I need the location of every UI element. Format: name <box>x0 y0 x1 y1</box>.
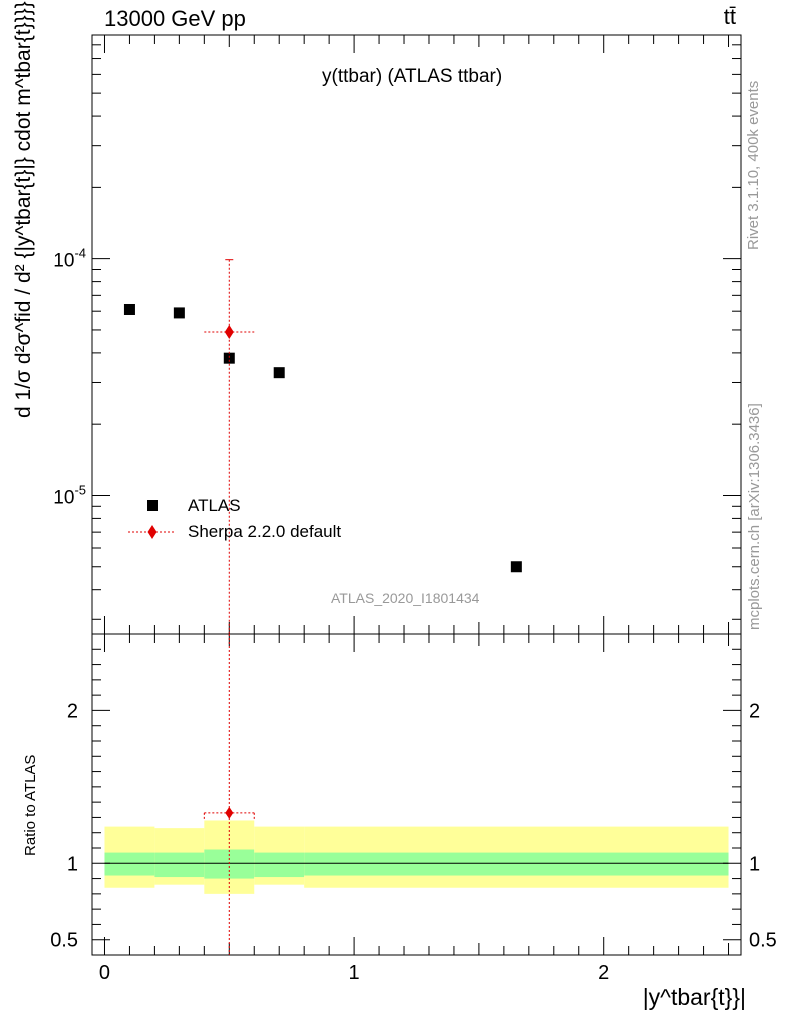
legend-marker-atlas <box>147 500 158 511</box>
uncertainty-band-inner <box>154 852 205 878</box>
ratio-y-tick-label-left: 2 <box>67 700 78 722</box>
y-axis-label: d 1/σ d²σ^fid / d² {|y^tbar{t}|} cdot m^… <box>12 0 35 418</box>
mcplots-label: mcplots.cern.ch [arXiv:1306.3436] <box>746 403 763 630</box>
ratio-y-tick-label-right: 1 <box>749 853 760 875</box>
y-tick-label: 10-5 <box>53 482 86 508</box>
y-tick-label: 10-4 <box>53 246 86 272</box>
analysis-label: ATLAS_2020_I1801434 <box>331 590 480 606</box>
atlas-data-point <box>510 561 522 573</box>
ratio-y-tick-label-left: 1 <box>67 853 78 875</box>
main-panel: 10-5 10-4 <box>53 34 742 635</box>
ratio-y-tick-label-right: 0.5 <box>749 930 777 952</box>
process-label: tt̄ <box>723 4 736 29</box>
rivet-version-label: Rivet 3.1.10, 400k events <box>745 80 762 250</box>
sherpa-data-point <box>224 325 234 340</box>
sherpa-ratio-point <box>225 806 234 819</box>
x-tick-label: 2 <box>598 962 609 984</box>
atlas-data-point <box>123 303 135 315</box>
atlas-data-point <box>173 307 185 319</box>
uncertainty-band-inner <box>304 852 729 876</box>
x-tick-label: 1 <box>349 962 360 984</box>
x-tick-label: 0 <box>99 962 110 984</box>
uncertainty-band-inner <box>254 852 305 878</box>
ratio-y-axis-label: Ratio to ATLAS <box>22 754 39 856</box>
ratio-y-tick-label-left: 0.5 <box>50 930 78 952</box>
legend-marker-sherpa <box>147 525 157 539</box>
x-axis-label: |y^tbar{t}}| <box>642 984 746 1010</box>
ratio-y-tick-label-right: 2 <box>749 700 760 722</box>
atlas-data-point <box>273 367 285 379</box>
energy-label: 13000 GeV pp <box>104 6 246 31</box>
legend-entry-atlas: ATLAS <box>188 496 241 515</box>
uncertainty-band-inner <box>104 852 155 876</box>
legend-entry-sherpa: Sherpa 2.2.0 default <box>188 522 342 541</box>
atlas-data-point <box>223 352 235 364</box>
ratio-frame <box>91 633 742 956</box>
ratio-panel: 0.5 0.5 1 1 2 2 0 1 2 <box>50 633 777 984</box>
main-frame <box>91 34 742 635</box>
plot-title: y(ttbar) (ATLAS ttbar) <box>322 66 503 87</box>
